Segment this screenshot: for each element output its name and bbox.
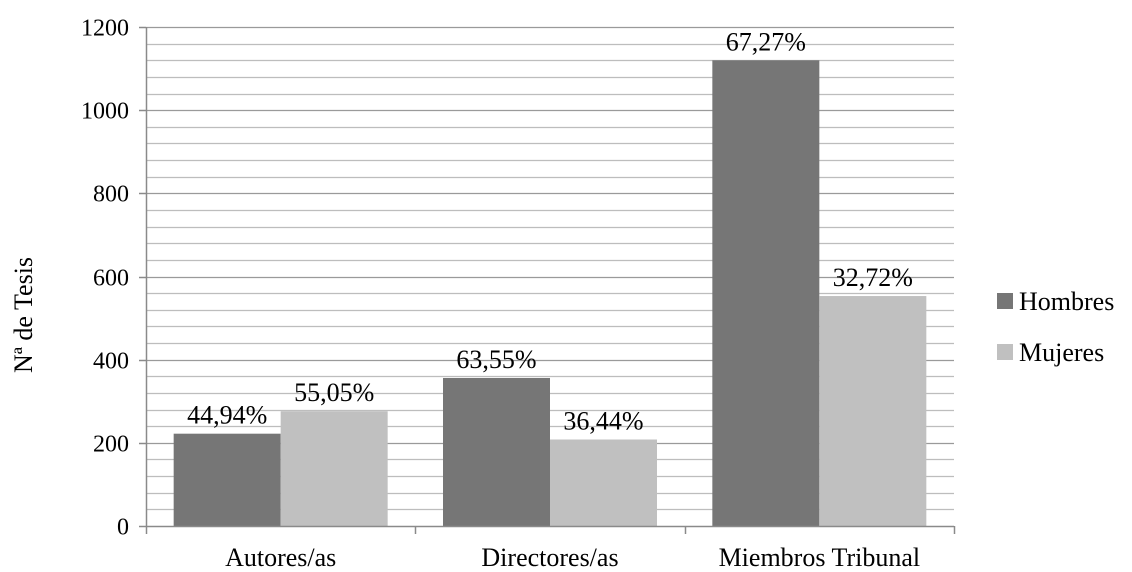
legend-label-mujeres: Mujeres — [1019, 338, 1104, 367]
y-tick-label: 1200 — [81, 16, 129, 42]
legend-swatch-hombres — [997, 293, 1013, 309]
x-category-label: Miembros Tribunal — [719, 543, 921, 572]
axes — [139, 26, 956, 534]
bar-hombres-1 — [173, 433, 281, 526]
bar-mujeres-1 — [280, 411, 388, 526]
data-label-hombres-2: 63,55% — [456, 345, 536, 374]
y-tick-label: 600 — [93, 266, 129, 292]
data-label-hombres-1: 44,94% — [187, 401, 267, 430]
y-tick-label: 0 — [117, 515, 129, 541]
data-label-mujeres-3: 32,72% — [833, 263, 913, 292]
legend-label-hombres: Hombres — [1019, 287, 1114, 316]
legend: Hombres Mujeres — [997, 287, 1114, 367]
y-tick-label: 1000 — [81, 99, 129, 125]
bars — [173, 60, 927, 527]
legend-swatch-mujeres — [997, 344, 1013, 360]
x-category-label: Autores/as — [225, 543, 336, 572]
labels: 44,94% 63,55% 67,27% 55,05% 36,44% 32,72% 0 200… — [81, 16, 920, 572]
y-tick-label: 200 — [93, 432, 129, 458]
data-label-hombres-3: 67,27% — [726, 27, 806, 56]
bar-hombres-3 — [712, 60, 820, 527]
y-tick-label: 400 — [93, 349, 129, 375]
data-label-mujeres-2: 36,44% — [563, 407, 643, 436]
x-category-label: Directores/as — [481, 543, 618, 572]
y-tick-label: 800 — [93, 182, 129, 208]
bar-mujeres-2 — [550, 439, 657, 526]
y-axis-title: Nª de Tesis — [9, 257, 38, 373]
bar-hombres-2 — [443, 377, 550, 526]
data-label-mujeres-1: 55,05% — [294, 378, 374, 407]
bar-mujeres-3 — [819, 296, 927, 526]
